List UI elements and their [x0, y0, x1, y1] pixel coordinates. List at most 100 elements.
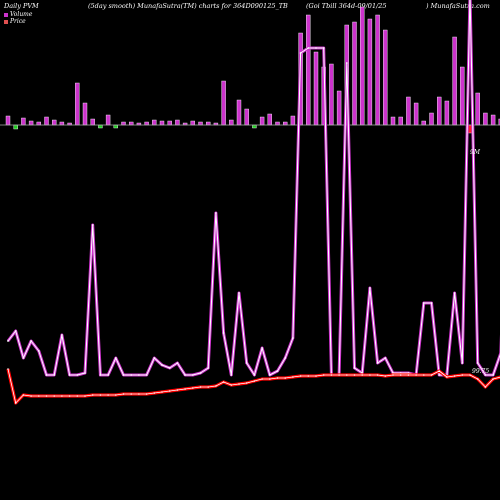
price-last-label: 99.75 [472, 368, 490, 375]
price-point [145, 393, 148, 395]
price-point [276, 377, 279, 379]
legend-volume-swatch [4, 12, 8, 17]
volume-line-point [138, 374, 140, 376]
price-point [322, 374, 325, 376]
volume-line-point [84, 372, 86, 374]
volume-line-point [484, 374, 487, 376]
volume-line-point [422, 302, 425, 304]
volume-line-point [68, 374, 71, 376]
volume-bar [360, 6, 365, 126]
volume-bar [5, 115, 11, 126]
volume-bar [113, 124, 119, 129]
volume-line-point [14, 330, 17, 332]
price-point [215, 385, 217, 387]
volume-line-point [453, 292, 456, 294]
volume-bar [75, 82, 80, 126]
volume-line-point [191, 374, 194, 376]
volume-line-point [107, 374, 109, 376]
price-point [161, 391, 163, 393]
chart-title-right: (Goi Tbill 364d-09/01/25 [306, 2, 387, 10]
volume-bar [52, 119, 57, 126]
price-point [330, 374, 333, 376]
volume-line-point [315, 47, 317, 49]
price-point [30, 395, 32, 397]
price-point [107, 394, 109, 396]
volume-bar [152, 119, 157, 126]
volume-line-point [130, 374, 133, 376]
site-name: ) MunafaSutra.com [426, 2, 490, 10]
volume-line-point [114, 357, 117, 359]
price-point [407, 374, 410, 376]
volume-line-point [230, 374, 233, 376]
volume-bar [398, 116, 403, 126]
volume-line-point [99, 374, 102, 376]
volume-line-point [253, 374, 256, 376]
price-point [446, 376, 448, 378]
volume-bar [175, 119, 180, 126]
price-point [423, 374, 425, 376]
volume-line-point [215, 212, 217, 214]
price-point [338, 374, 340, 376]
volume-line-point [122, 374, 125, 376]
volume-bar [82, 102, 88, 126]
price-point [399, 374, 402, 376]
price-point [168, 390, 171, 392]
price-point [269, 378, 271, 380]
price-point [284, 377, 287, 379]
price-point [76, 395, 79, 397]
volume-bar [205, 121, 211, 126]
volume-bar [352, 21, 357, 126]
volume-line-core [7, 0, 500, 376]
volume-bar [144, 121, 149, 126]
volume-line-point [345, 62, 348, 64]
volume-line-point [276, 370, 279, 372]
legend-price-swatch [4, 19, 8, 24]
price-point [346, 374, 348, 376]
price-point [84, 395, 86, 397]
price-point [453, 375, 456, 377]
volume-bar [221, 80, 226, 126]
price-max-label: 9M [470, 149, 480, 156]
volume-bar [28, 120, 34, 126]
chart-title-middle: (5day smooth) MunafaSutra(TM) charts for… [88, 2, 288, 10]
price-point [122, 393, 125, 395]
legend-volume-label: Volume [10, 11, 33, 18]
volume-line-point [161, 364, 163, 366]
price-point [91, 394, 94, 396]
volume-line-point [376, 362, 379, 364]
price-line-core [7, 368, 500, 404]
volume-line-point [76, 374, 79, 376]
price-point [469, 374, 471, 376]
price-point [138, 393, 140, 395]
price-point [430, 374, 433, 376]
legend-price: Price [4, 18, 26, 25]
price-point [361, 374, 364, 376]
price-point [292, 376, 294, 378]
volume-bar [90, 118, 95, 126]
volume-bar [437, 96, 442, 126]
volume-bar [167, 120, 172, 126]
price-point [392, 374, 394, 376]
volume-line-point [176, 362, 179, 364]
volume-line-point [307, 47, 310, 49]
volume-line-point [292, 337, 294, 339]
price-line [6, 368, 500, 405]
volume-bar [329, 63, 334, 126]
volume-line-point [222, 332, 225, 334]
price-point [61, 395, 63, 397]
volume-line-point [322, 47, 325, 49]
price-point [369, 374, 371, 376]
price-point [476, 378, 479, 380]
volume-bars [5, 6, 500, 134]
volume-line-point [199, 372, 202, 374]
volume-line-point [145, 374, 148, 376]
volume-line-point [268, 374, 271, 376]
volume-bar [390, 116, 396, 126]
price-point [38, 395, 40, 397]
volume-bar [13, 124, 18, 130]
volume-bar [383, 29, 388, 126]
price-point [22, 394, 25, 396]
price-point [384, 375, 387, 377]
volume-bar [267, 113, 272, 126]
